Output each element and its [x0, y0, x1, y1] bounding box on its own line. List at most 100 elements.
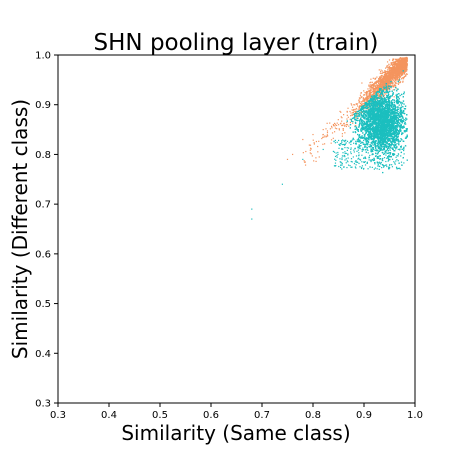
orange-point — [369, 89, 371, 92]
orange-point — [370, 91, 372, 94]
orange-point — [386, 61, 389, 63]
orange-point — [384, 70, 386, 72]
orange-point — [303, 160, 305, 162]
orange-point — [317, 151, 319, 153]
orange-point — [308, 144, 310, 146]
orange-point — [389, 74, 392, 76]
orange-point — [400, 62, 402, 64]
orange-point — [360, 101, 362, 103]
orange-point — [397, 74, 399, 77]
orange-point — [322, 133, 324, 136]
orange-point — [387, 83, 389, 85]
orange-point — [399, 67, 402, 69]
orange-point — [384, 93, 386, 95]
orange-point — [399, 75, 402, 77]
orange-point — [374, 77, 376, 80]
orange-point — [380, 76, 383, 78]
orange-point — [393, 72, 395, 74]
orange-point — [402, 62, 404, 64]
orange-point — [376, 87, 378, 89]
orange-point — [369, 97, 371, 100]
orange-point — [400, 64, 402, 67]
orange-point — [334, 127, 337, 129]
orange-point — [403, 62, 405, 64]
orange-point — [373, 90, 375, 92]
orange-point — [399, 70, 401, 73]
orange-point — [403, 72, 406, 74]
orange-point — [396, 72, 398, 74]
orange-point — [335, 124, 338, 127]
orange-point — [336, 128, 338, 130]
orange-point — [389, 81, 392, 83]
orange-point — [384, 77, 386, 79]
orange-point — [393, 62, 395, 64]
orange-point — [398, 72, 400, 74]
orange-point — [386, 77, 388, 79]
orange-point — [326, 132, 329, 134]
orange-point — [383, 76, 385, 78]
orange-point — [380, 94, 383, 96]
orange-point — [402, 57, 404, 59]
orange-point — [370, 86, 373, 88]
orange-point — [395, 80, 397, 82]
orange-point — [397, 61, 400, 63]
orange-point — [351, 114, 353, 116]
orange-point — [395, 66, 397, 68]
orange-point — [343, 125, 346, 127]
orange-point — [372, 77, 374, 79]
orange-point — [404, 60, 406, 62]
orange-point — [388, 81, 390, 83]
plot-points — [251, 56, 408, 220]
orange-point — [396, 60, 398, 62]
orange-point — [399, 66, 401, 68]
orange-point — [369, 95, 371, 97]
orange-point — [340, 111, 342, 113]
orange-point — [385, 71, 387, 73]
orange-point — [343, 122, 345, 124]
orange-point — [401, 69, 404, 71]
orange-point — [381, 74, 383, 77]
orange-point — [373, 93, 375, 95]
orange-point — [390, 74, 392, 76]
orange-point — [400, 61, 403, 64]
orange-point — [380, 83, 382, 85]
orange-point — [361, 96, 363, 98]
orange-point — [365, 101, 367, 103]
orange-point — [388, 76, 390, 78]
orange-point — [378, 84, 380, 87]
orange-point — [378, 95, 381, 97]
orange-point — [383, 75, 386, 77]
orange-point — [379, 85, 381, 88]
orange-point — [387, 86, 389, 88]
orange-point — [406, 68, 408, 71]
orange-point — [377, 86, 380, 88]
orange-point — [377, 88, 379, 91]
orange-point — [372, 84, 374, 86]
orange-point — [389, 86, 391, 88]
orange-point — [388, 71, 390, 73]
orange-point — [368, 90, 370, 92]
orange-point — [392, 89, 394, 91]
orange-point — [384, 74, 386, 77]
orange-point — [304, 161, 306, 163]
orange-point — [383, 89, 385, 91]
orange-point — [366, 97, 368, 99]
orange-point — [405, 68, 407, 71]
orange-point — [386, 80, 388, 82]
orange-point — [376, 89, 378, 91]
orange-point — [315, 157, 317, 159]
orange-point — [358, 100, 360, 102]
orange-point — [302, 152, 304, 154]
orange-point — [315, 140, 318, 143]
orange-point — [404, 71, 407, 73]
orange-point — [354, 104, 356, 106]
orange-point — [392, 58, 394, 60]
orange-point — [382, 81, 385, 83]
orange-point — [405, 62, 407, 65]
orange-point — [404, 61, 406, 63]
orange-point — [346, 124, 349, 126]
orange-point — [400, 75, 402, 77]
orange-point — [400, 62, 402, 65]
orange-point — [390, 76, 392, 79]
orange-point — [401, 65, 403, 67]
